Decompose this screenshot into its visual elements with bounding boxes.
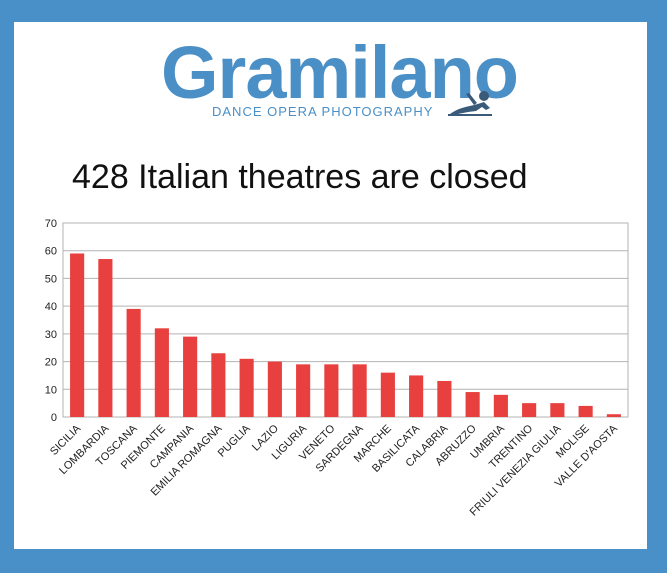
bar	[437, 380, 452, 417]
y-tick-label: 10	[45, 384, 57, 396]
bar	[550, 403, 565, 417]
y-tick-label: 20	[45, 357, 57, 369]
bar	[522, 403, 537, 417]
logo-brand-text: Gramilano	[161, 31, 519, 114]
gramilano-logo[interactable]: Gramilano DANCE OPERA PHOTOGRAPHY	[14, 22, 647, 134]
y-tick-label: 70	[45, 218, 57, 230]
bar-chart: 010203040506070SICILIALOMBARDIATOSCANAPI…	[45, 218, 629, 518]
bar	[211, 353, 226, 417]
y-tick-label: 40	[45, 301, 57, 313]
bar	[578, 405, 593, 417]
bar	[239, 358, 254, 417]
reclining-dancer-icon	[448, 91, 492, 116]
bar	[98, 259, 113, 417]
bar	[324, 364, 339, 417]
bar	[352, 364, 367, 417]
x-tick-label: PUGLIA	[216, 422, 253, 459]
bar	[154, 328, 169, 417]
logo-tagline: DANCE OPERA PHOTOGRAPHY	[212, 104, 434, 119]
y-tick-label: 0	[51, 412, 57, 424]
bar	[70, 253, 85, 417]
bar	[606, 414, 621, 417]
bar	[183, 336, 198, 417]
bar	[267, 361, 282, 417]
bar	[409, 375, 424, 417]
bar	[380, 372, 395, 417]
bar	[296, 364, 311, 417]
plot-border	[62, 222, 629, 418]
bar	[126, 308, 141, 417]
y-tick-label: 50	[45, 273, 57, 285]
chart-title: 428 Italian theatres are closed	[72, 158, 528, 196]
bar	[493, 394, 508, 417]
content-frame: Gramilano DANCE OPERA PHOTOGRAPHY 428 It…	[14, 22, 647, 549]
bar	[465, 392, 480, 417]
y-tick-label: 60	[45, 246, 57, 258]
y-tick-label: 30	[45, 329, 57, 341]
